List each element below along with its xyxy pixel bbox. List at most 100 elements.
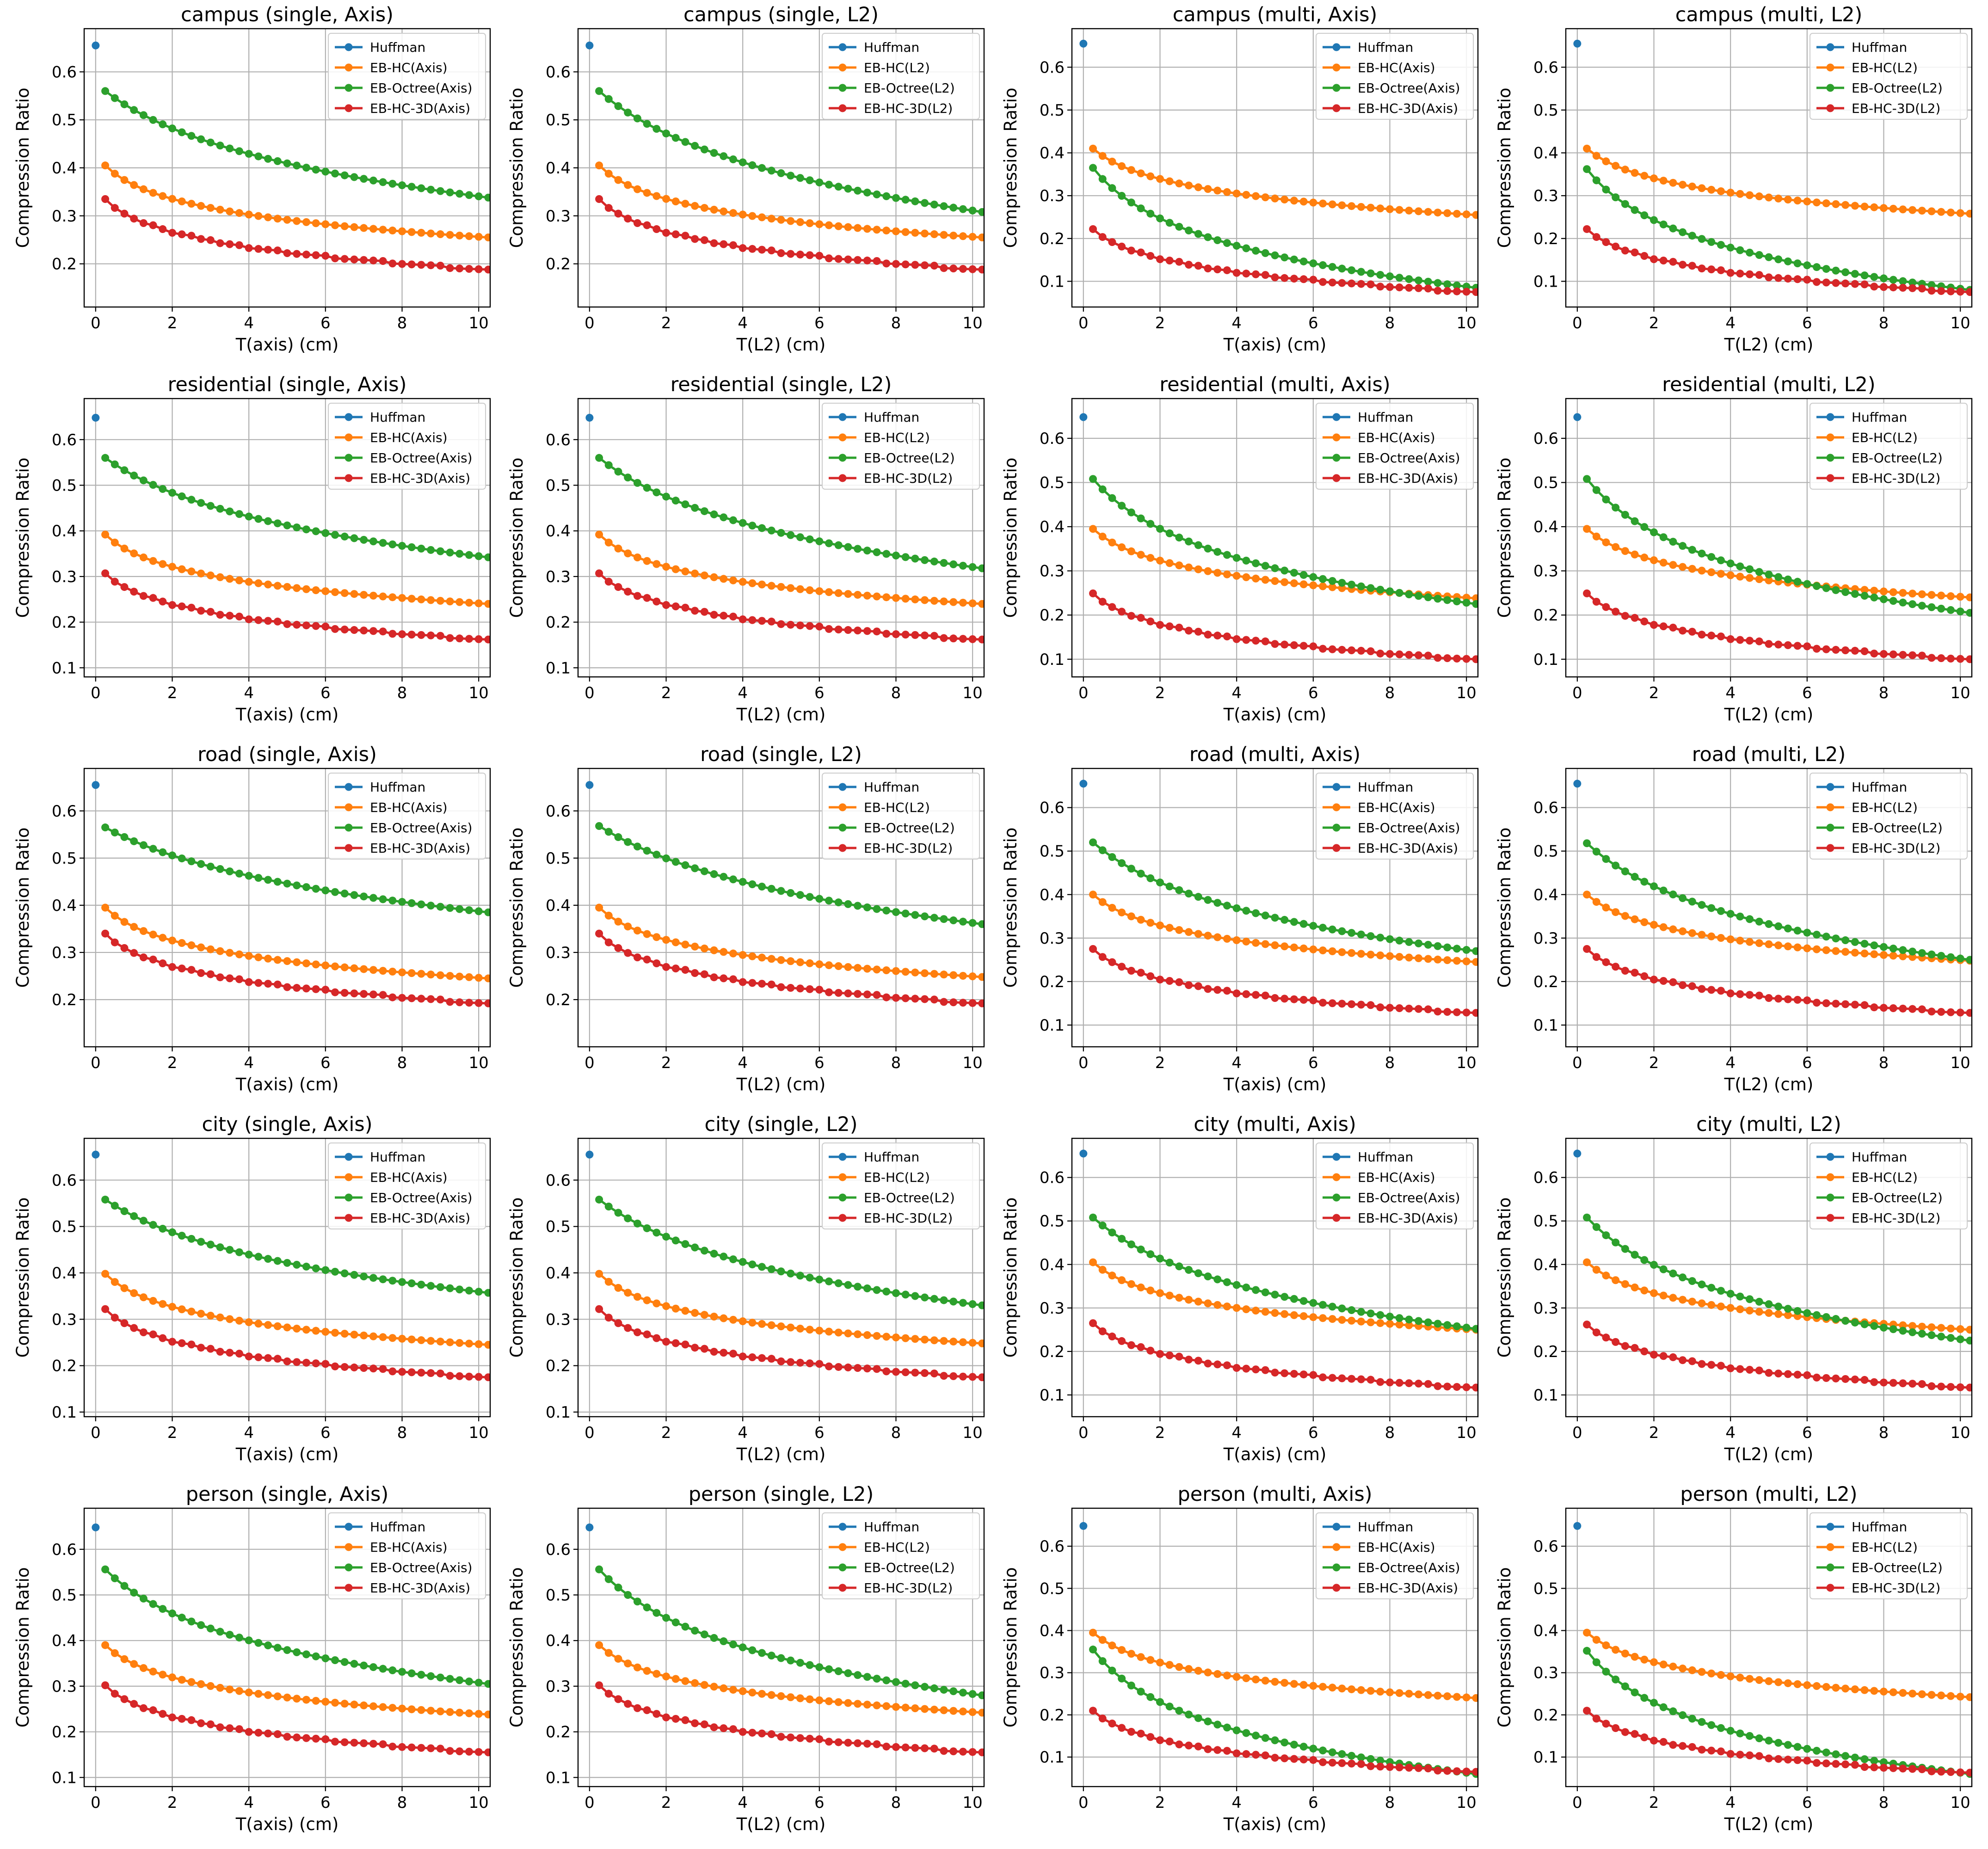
eb-hc-3d-point: [710, 1348, 718, 1356]
y-tick-label: 0.3: [546, 568, 571, 586]
eb-hc-3d-point: [1698, 264, 1706, 273]
eb-hc-3d-point: [671, 1339, 680, 1347]
eb-octree-point: [930, 914, 938, 922]
eb-hc-point: [720, 207, 728, 215]
eb-hc-point: [1443, 209, 1452, 217]
eb-octree-point: [1165, 1259, 1174, 1267]
eb-hc-3d-point: [710, 239, 718, 247]
eb-hc-line: [104, 534, 489, 605]
huffman-point: [585, 1523, 594, 1531]
huffman-point: [1573, 780, 1582, 788]
eb-hc-point: [398, 594, 406, 602]
legend-huffman-marker: [1332, 43, 1341, 51]
eb-hc-3d-point: [1338, 645, 1346, 654]
eb-octree-point: [1688, 546, 1696, 554]
eb-octree-point: [1309, 1745, 1317, 1753]
eb-hc-3d-point: [1927, 1007, 1936, 1016]
eb-hc-point: [379, 1333, 387, 1341]
eb-hc-3d-point: [978, 635, 984, 644]
eb-octree-point: [226, 507, 234, 516]
eb-hc-3d-point: [643, 1330, 651, 1339]
eb-hc-point: [130, 923, 138, 931]
x-tick-label: 4: [244, 1794, 254, 1812]
eb-octree-point: [691, 864, 699, 872]
eb-hc-3d-point: [815, 252, 824, 260]
eb-hc-3d-point: [101, 195, 110, 203]
eb-hc-point: [1726, 935, 1735, 944]
y-tick-label: 0.6: [1533, 430, 1558, 448]
x-axis-label: T(axis) (cm): [1223, 705, 1327, 725]
eb-hc-3d-point: [1669, 258, 1677, 266]
eb-hc-3d-point: [1089, 589, 1097, 597]
eb-octree-point: [1108, 853, 1116, 861]
eb-octree-point: [748, 880, 757, 888]
eb-hc-3d-point: [1793, 1370, 1802, 1379]
eb-hc-3d-point: [720, 974, 728, 983]
eb-octree-point: [1127, 865, 1135, 873]
eb-octree-point: [1746, 248, 1754, 257]
eb-octree-point: [614, 1584, 622, 1592]
eb-octree-point: [388, 1666, 397, 1675]
eb-hc-3d-point: [1098, 953, 1107, 961]
eb-octree-point: [1376, 270, 1385, 279]
eb-hc-3d-point: [652, 1334, 661, 1342]
eb-hc-point: [1592, 898, 1600, 906]
eb-hc-point: [1736, 936, 1744, 945]
eb-hc-point: [1899, 205, 1907, 214]
eb-octree-point: [1765, 1737, 1773, 1745]
eb-hc-point: [302, 585, 310, 593]
eb-hc-point: [1204, 567, 1212, 575]
eb-hc-3d-point: [662, 229, 671, 237]
y-tick-label: 0.2: [1533, 973, 1558, 991]
eb-hc-3d-point: [168, 1713, 177, 1721]
eb-hc-3d-line: [598, 572, 982, 641]
eb-octree-point: [1299, 1743, 1308, 1751]
eb-hc-3d-point: [1290, 995, 1298, 1003]
eb-hc-point: [1870, 1687, 1878, 1695]
eb-hc-point: [1688, 1666, 1696, 1674]
x-tick-label: 4: [1231, 684, 1242, 702]
eb-octree-point: [474, 907, 483, 915]
eb-octree-point: [1156, 1698, 1164, 1706]
eb-hc-3d-point: [1592, 953, 1600, 961]
eb-hc-point: [700, 204, 708, 212]
eb-hc-point: [729, 1315, 737, 1324]
eb-octree-point: [159, 120, 167, 129]
eb-hc-3d-point: [863, 627, 871, 635]
eb-octree-point: [1851, 270, 1859, 278]
eb-octree-point: [940, 202, 948, 210]
eb-hc-3d-point: [1089, 1319, 1097, 1327]
eb-hc-3d-point: [1870, 1378, 1878, 1386]
eb-hc-3d-point: [882, 1367, 891, 1376]
y-tick-label: 0.1: [1040, 1386, 1065, 1405]
eb-hc-3d-point: [293, 1733, 301, 1742]
eb-hc-point: [652, 192, 661, 200]
eb-hc-point: [1338, 948, 1346, 956]
eb-hc-3d-point: [245, 1728, 253, 1736]
eb-hc-3d-point: [1137, 614, 1145, 622]
eb-hc-3d-point: [1175, 258, 1183, 266]
eb-hc-point: [216, 1313, 224, 1321]
eb-hc-point: [1376, 204, 1385, 213]
eb-hc-point: [1602, 903, 1610, 912]
x-axis-label: T(L2) (cm): [1724, 1444, 1814, 1464]
eb-hc-3d-point: [834, 1363, 843, 1371]
eb-hc-3d-point: [671, 964, 680, 973]
eb-hc-3d-point: [139, 219, 148, 227]
eb-hc-3d-point: [1918, 1765, 1926, 1774]
eb-octree-point: [130, 1588, 138, 1597]
eb-octree-point: [940, 1296, 948, 1304]
eb-hc-point: [436, 596, 444, 605]
eb-hc-3d-point: [1127, 1728, 1135, 1736]
eb-hc-point: [930, 1706, 938, 1714]
eb-octree-point: [149, 1221, 157, 1229]
eb-hc-3d-point: [130, 588, 138, 596]
eb-hc-point: [455, 231, 464, 240]
eb-hc-3d-point: [360, 1364, 368, 1372]
eb-octree-point: [1832, 266, 1840, 275]
eb-hc-point: [226, 207, 234, 215]
eb-octree-point: [844, 543, 852, 551]
eb-octree-point: [1232, 241, 1241, 250]
